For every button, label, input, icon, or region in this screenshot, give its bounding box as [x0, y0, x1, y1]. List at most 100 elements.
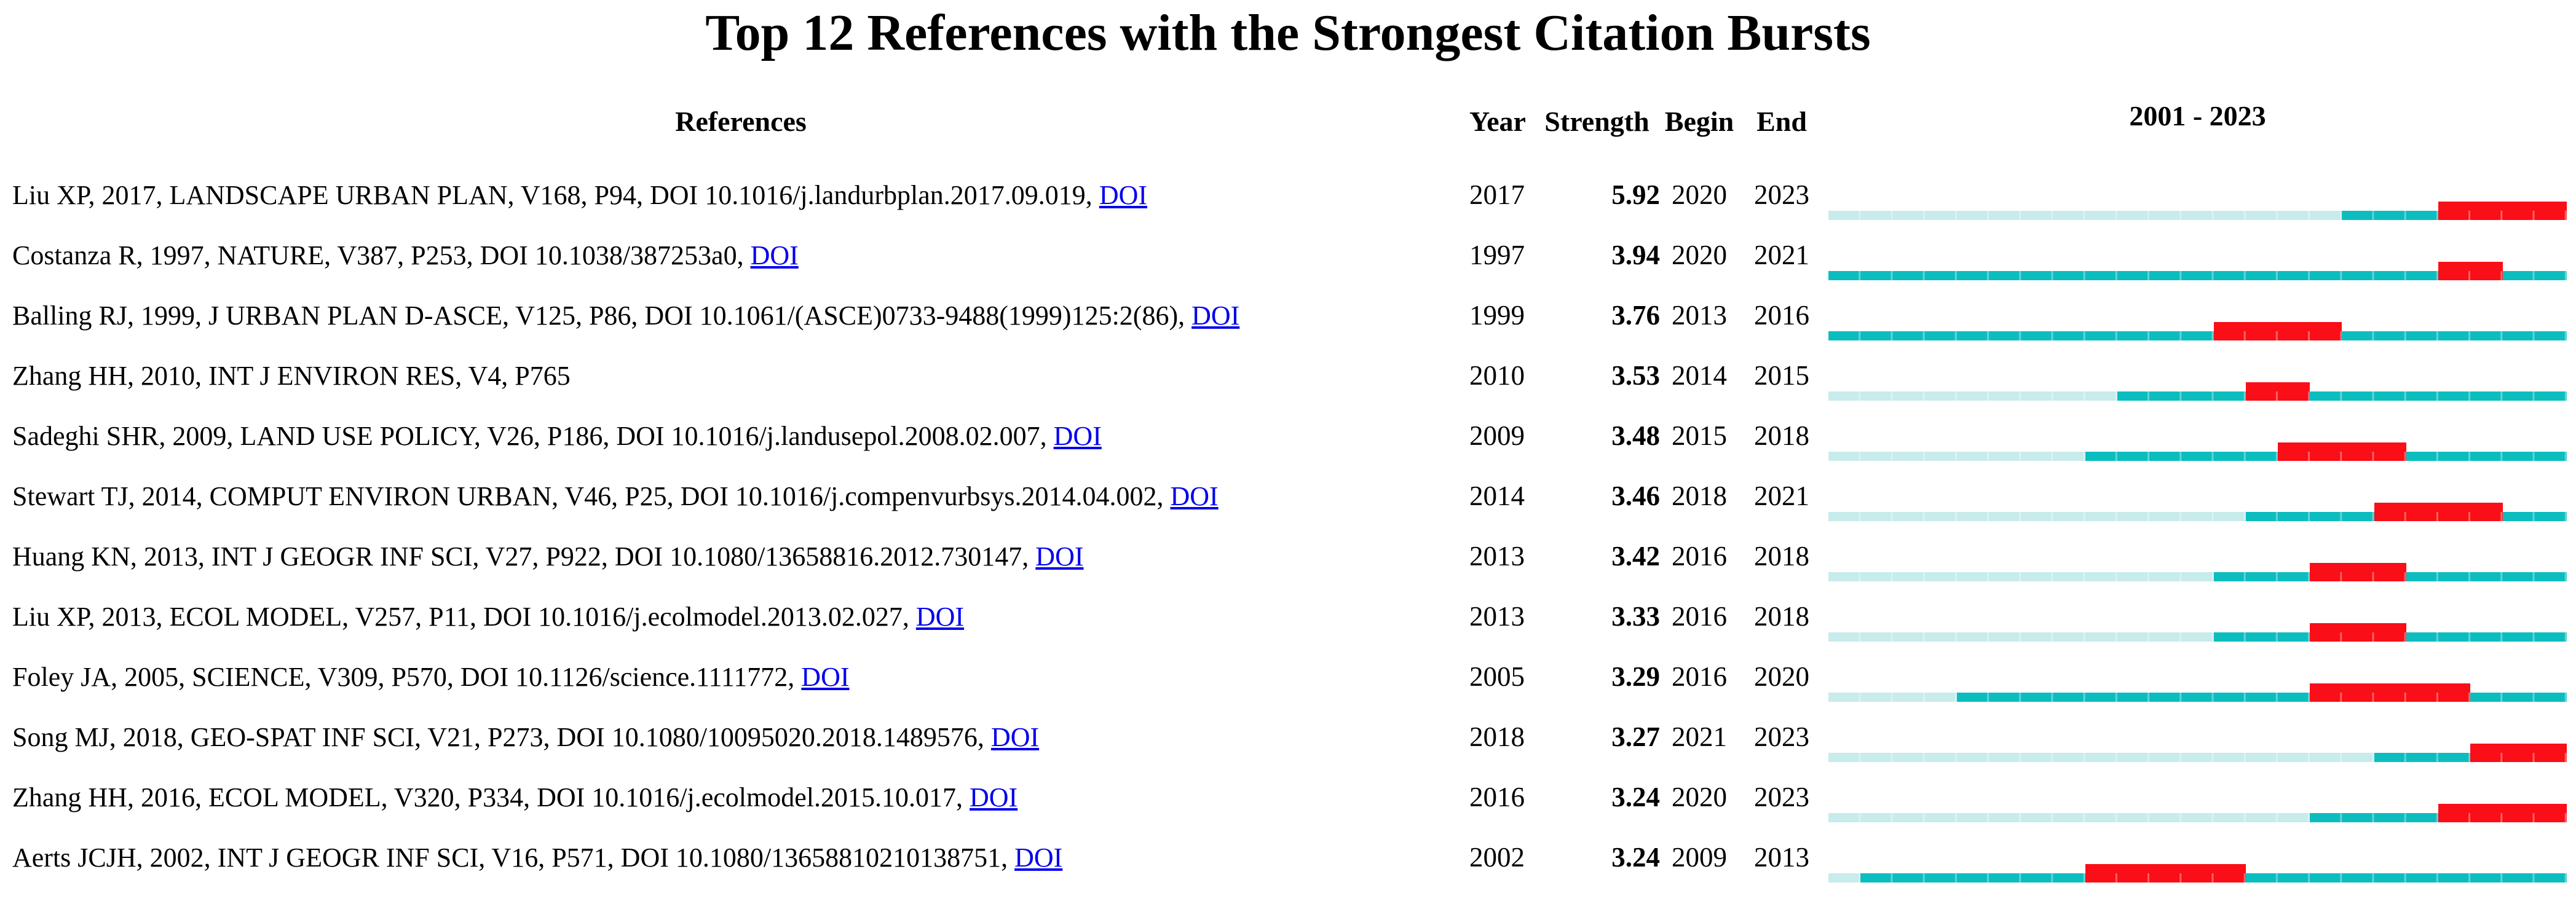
doi-link[interactable]: DOI	[1035, 541, 1084, 572]
burst-timeline-bar	[1828, 864, 2567, 883]
burst-segment	[2310, 683, 2471, 702]
pre-publication-segment	[1828, 211, 2342, 221]
table-header-row: References Year Strength Begin End 2001 …	[0, 100, 2576, 143]
table-row: Foley JA, 2005, SCIENCE, V309, P570, DOI…	[0, 647, 2576, 707]
column-header-timeline: 2001 - 2023	[2129, 100, 2266, 132]
active-segment-after-burst	[2470, 693, 2567, 702]
reference-cell: Costanza R, 1997, NATURE, V387, P253, DO…	[12, 240, 1469, 271]
pre-publication-segment	[1828, 391, 2117, 401]
active-segment-after-burst	[2502, 512, 2567, 522]
end-value: 2021	[1754, 240, 1809, 271]
burst-segment	[2438, 202, 2567, 221]
reference-text: Zhang HH, 2010, INT J ENVIRON RES, V4, P…	[12, 360, 571, 391]
active-segment-before-burst	[2342, 211, 2439, 221]
burst-segment	[2470, 744, 2567, 763]
pre-publication-segment	[1828, 693, 1957, 702]
year-value: 2013	[1469, 541, 1525, 572]
end-value: 2021	[1754, 481, 1809, 512]
begin-value: 2020	[1672, 782, 1727, 813]
column-header-strength: Strength	[1544, 105, 1650, 137]
table-row: Balling RJ, 1999, J URBAN PLAN D-ASCE, V…	[0, 285, 2576, 345]
strength-value: 3.29	[1611, 661, 1660, 693]
column-header-year: Year	[1469, 105, 1526, 137]
active-segment-after-burst	[2406, 632, 2567, 642]
table-row: Huang KN, 2013, INT J GEOGR INF SCI, V27…	[0, 526, 2576, 586]
reference-cell: Liu XP, 2017, LANDSCAPE URBAN PLAN, V168…	[12, 179, 1469, 211]
burst-timeline-bar	[1828, 262, 2567, 281]
strength-value: 3.46	[1611, 481, 1660, 512]
timeline-cell	[1825, 827, 2567, 887]
year-value: 2017	[1469, 179, 1525, 211]
end-value: 2023	[1754, 721, 1809, 753]
active-segment-after-burst	[2310, 391, 2567, 401]
end-value: 2013	[1754, 842, 1809, 873]
doi-link[interactable]: DOI	[801, 661, 850, 692]
doi-link[interactable]: DOI	[915, 601, 965, 632]
timeline-bar-wrap	[1828, 707, 2567, 767]
strength-value: 3.33	[1611, 601, 1660, 632]
pre-publication-segment	[1828, 632, 2214, 642]
pre-publication-segment	[1828, 813, 2310, 823]
begin-value: 2009	[1672, 842, 1727, 873]
end-value: 2020	[1754, 661, 1809, 693]
end-value: 2016	[1754, 300, 1809, 331]
timeline-bar-wrap	[1828, 647, 2567, 707]
burst-segment	[2213, 322, 2342, 341]
timeline-bar-wrap	[1828, 165, 2567, 225]
doi-link[interactable]: DOI	[1053, 420, 1102, 451]
doi-link[interactable]: DOI	[1099, 179, 1148, 210]
table-row: Zhang HH, 2016, ECOL MODEL, V320, P334, …	[0, 767, 2576, 827]
timeline-bar-wrap	[1828, 406, 2567, 466]
timeline-cell	[1825, 345, 2567, 406]
end-value: 2015	[1754, 360, 1809, 391]
burst-timeline-bar	[1828, 804, 2567, 823]
column-header-end: End	[1756, 105, 1807, 137]
strength-value: 3.24	[1611, 782, 1660, 813]
doi-link[interactable]: DOI	[970, 782, 1018, 812]
doi-link[interactable]: DOI	[750, 240, 799, 270]
end-value: 2023	[1754, 179, 1809, 211]
timeline-bar-wrap	[1828, 225, 2567, 285]
active-segment-after-burst	[2406, 452, 2567, 462]
burst-segment	[2310, 623, 2406, 642]
doi-link[interactable]: DOI	[1191, 300, 1240, 331]
timeline-bar-wrap	[1828, 767, 2567, 827]
page-title: Top 12 References with the Strongest Cit…	[705, 4, 1871, 61]
reference-text: Liu XP, 2017, LANDSCAPE URBAN PLAN, V168…	[12, 179, 1092, 210]
burst-segment	[2438, 262, 2503, 281]
reference-text: Liu XP, 2013, ECOL MODEL, V257, P11, DOI…	[12, 601, 909, 632]
strength-value: 3.76	[1611, 300, 1660, 331]
reference-cell: Stewart TJ, 2014, COMPUT ENVIRON URBAN, …	[12, 481, 1469, 512]
active-segment-before-burst	[1956, 693, 2310, 702]
active-segment-before-burst	[2213, 632, 2310, 642]
reference-text: Stewart TJ, 2014, COMPUT ENVIRON URBAN, …	[12, 481, 1164, 511]
timeline-cell	[1825, 526, 2567, 586]
begin-value: 2020	[1672, 179, 1727, 211]
pre-publication-segment	[1828, 753, 2374, 763]
year-value: 2013	[1469, 601, 1525, 632]
year-value: 2010	[1469, 360, 1525, 391]
year-value: 2009	[1469, 420, 1525, 452]
strength-value: 3.53	[1611, 360, 1660, 391]
reference-text: Costanza R, 1997, NATURE, V387, P253, DO…	[12, 240, 744, 270]
burst-timeline-bar	[1828, 382, 2567, 401]
timeline-cell	[1825, 767, 2567, 827]
burst-segment	[2278, 442, 2406, 462]
table-row: Sadeghi SHR, 2009, LAND USE POLICY, V26,…	[0, 406, 2576, 466]
doi-link[interactable]: DOI	[990, 721, 1040, 752]
doi-link[interactable]: DOI	[1014, 842, 1063, 873]
strength-value: 3.42	[1611, 541, 1660, 572]
strength-value: 3.94	[1611, 240, 1660, 271]
timeline-bar-wrap	[1828, 526, 2567, 586]
timeline-cell	[1825, 586, 2567, 647]
reference-cell: Balling RJ, 1999, J URBAN PLAN D-ASCE, V…	[12, 300, 1469, 331]
reference-cell: Aerts JCJH, 2002, INT J GEOGR INF SCI, V…	[12, 842, 1469, 873]
year-value: 2002	[1469, 842, 1525, 873]
timeline-cell	[1825, 165, 2567, 225]
doi-link[interactable]: DOI	[1170, 481, 1219, 511]
year-value: 2005	[1469, 661, 1525, 693]
strength-value: 3.24	[1611, 842, 1660, 873]
timeline-cell	[1825, 707, 2567, 767]
timeline-bar-wrap	[1828, 827, 2567, 887]
burst-segment	[2085, 864, 2246, 883]
